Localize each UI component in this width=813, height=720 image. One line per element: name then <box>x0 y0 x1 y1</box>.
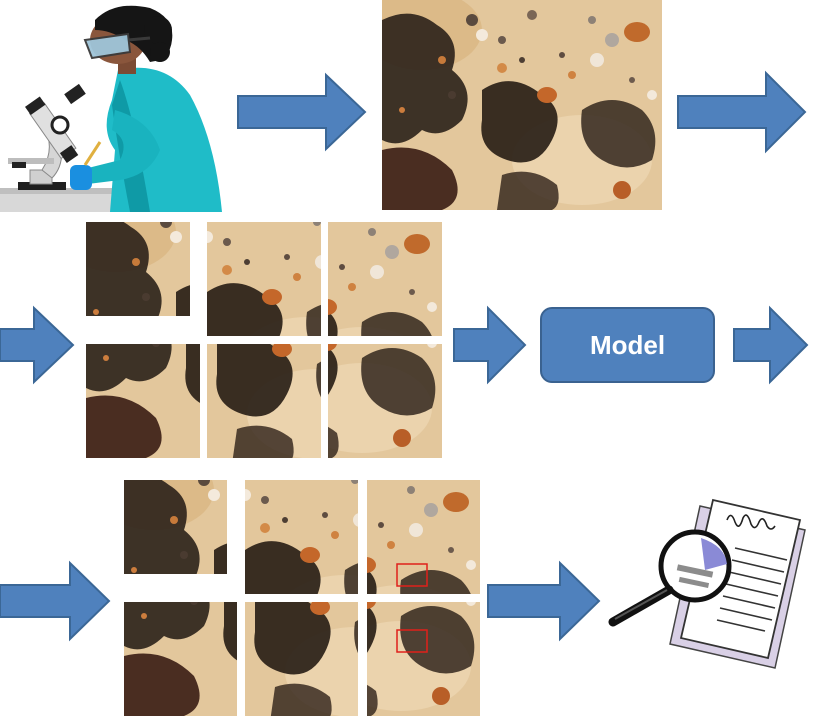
image-tile <box>245 480 358 594</box>
image-tile <box>207 222 321 336</box>
arrow-right-icon <box>486 560 602 642</box>
tile-grid-output <box>124 480 480 716</box>
arrow-right-icon <box>732 305 810 385</box>
image-tile <box>86 222 200 336</box>
image-tile <box>328 222 442 336</box>
model-box: Model <box>540 307 715 383</box>
image-tile <box>367 480 480 594</box>
tile-grid-input <box>86 222 443 458</box>
magnifier-report-icon <box>605 498 810 670</box>
arrow-right-icon <box>676 70 808 154</box>
image-tile <box>207 344 321 458</box>
image-tile <box>124 602 237 716</box>
arrow-right-icon <box>452 305 528 385</box>
image-tile <box>86 344 200 458</box>
arrow-right-icon <box>0 305 76 385</box>
image-tile <box>124 480 237 594</box>
model-label: Model <box>589 329 666 360</box>
scientist-microscope-icon <box>0 0 225 213</box>
detection-box <box>396 629 428 653</box>
arrow-right-icon <box>236 72 368 152</box>
detection-box <box>396 563 428 587</box>
microscope-sample-image <box>382 0 662 210</box>
arrow-right-icon <box>0 560 112 642</box>
image-tile <box>328 344 442 458</box>
image-tile <box>367 602 480 716</box>
image-tile <box>245 602 358 716</box>
